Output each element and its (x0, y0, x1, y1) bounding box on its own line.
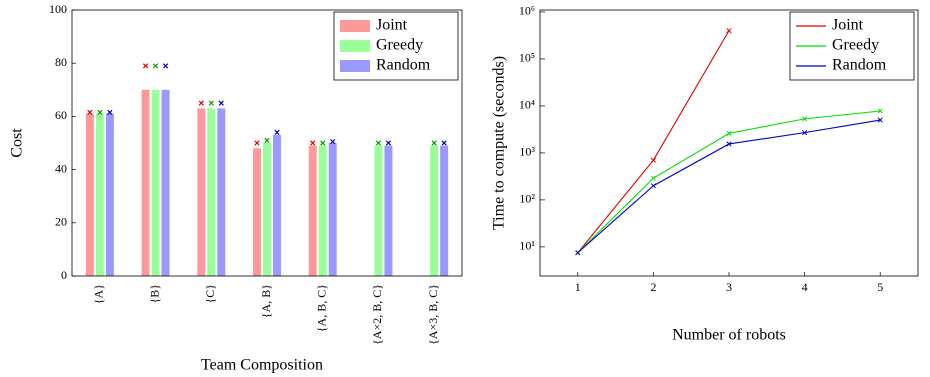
cross-marker (385, 140, 392, 146)
bar (197, 108, 206, 276)
cross-marker (198, 100, 204, 106)
y-tick-label: 60 (55, 108, 67, 122)
x-tick-label: {B} (147, 284, 161, 304)
y-tick-label: 10⁶ (519, 4, 535, 18)
y-tick-label: 0 (61, 268, 67, 282)
bar (328, 143, 337, 276)
y-axis-label: Time to compute (seconds) (491, 56, 508, 230)
cross-marker (441, 140, 447, 146)
x-tick-label: {A, B} (259, 284, 273, 318)
y-tick-label: 10³ (519, 145, 535, 159)
bar (217, 108, 226, 276)
bar (273, 135, 281, 276)
cross-marker (87, 109, 93, 116)
bar (105, 113, 114, 277)
legend-label: Joint (376, 17, 408, 34)
legend-swatch (340, 40, 370, 52)
line (577, 30, 730, 254)
bar (263, 143, 271, 276)
legend-swatch (340, 60, 370, 72)
y-tick-label: 10² (519, 192, 535, 206)
x-tick-label: {A} (92, 284, 106, 304)
x-tick-label: 4 (802, 280, 808, 294)
plot-frame (539, 9, 919, 277)
plot-frame (71, 9, 463, 277)
legend-label: Greedy (376, 37, 423, 54)
y-tick-label: 40 (55, 161, 67, 175)
line (577, 110, 881, 254)
y-tick-label: 10¹ (519, 239, 535, 253)
line (577, 119, 881, 254)
bar (384, 145, 393, 276)
x-tick-label: 5 (877, 280, 883, 294)
x-tick-label: {A, B, C} (314, 284, 328, 332)
y-tick-label: 80 (55, 55, 67, 69)
bar (308, 145, 317, 276)
x-axis-label: Number of robots (672, 327, 786, 344)
bar (374, 145, 383, 276)
bar (141, 89, 150, 276)
cross-marker (264, 137, 270, 143)
cross-marker (218, 100, 224, 106)
y-tick-label: 20 (55, 215, 67, 229)
cross-marker (142, 63, 149, 69)
bar (95, 113, 104, 277)
y-tick-label: 10⁴ (519, 98, 535, 112)
cross-marker (375, 140, 382, 146)
cross-marker (162, 63, 169, 69)
cross-marker (152, 63, 159, 69)
bar (440, 145, 449, 276)
bar (161, 89, 170, 276)
x-tick-label: {A×3, B, C} (426, 284, 440, 345)
x-tick-label: 2 (650, 280, 656, 294)
bar (253, 148, 261, 276)
bar (85, 113, 94, 277)
legend-label: Random (376, 57, 431, 74)
x-tick-label: 3 (726, 280, 732, 294)
point-marker (877, 108, 883, 114)
y-axis-label: Cost (9, 128, 26, 158)
cross-marker (208, 100, 214, 106)
cross-marker (254, 140, 260, 146)
cross-marker (431, 140, 437, 146)
legend-label: Joint (832, 17, 864, 34)
cross-marker (320, 140, 326, 146)
bar (207, 108, 216, 276)
x-axis-label: Team Composition (201, 357, 323, 374)
cross-marker (274, 129, 280, 135)
y-tick-label: 10⁵ (519, 51, 535, 65)
x-tick-label: 1 (575, 280, 581, 294)
bar (430, 145, 439, 276)
legend-swatch (340, 20, 370, 32)
bar (151, 89, 160, 276)
cross-marker (330, 139, 336, 145)
legend-label: Greedy (832, 37, 879, 54)
cross-marker (97, 109, 103, 116)
bar (318, 145, 327, 276)
legend-label: Random (832, 57, 887, 74)
cross-marker (310, 140, 316, 146)
y-tick-label: 100 (49, 2, 67, 16)
cross-marker (107, 109, 113, 116)
x-tick-label: {C} (203, 284, 217, 304)
x-tick-label: {A×2, B, C} (370, 284, 384, 345)
